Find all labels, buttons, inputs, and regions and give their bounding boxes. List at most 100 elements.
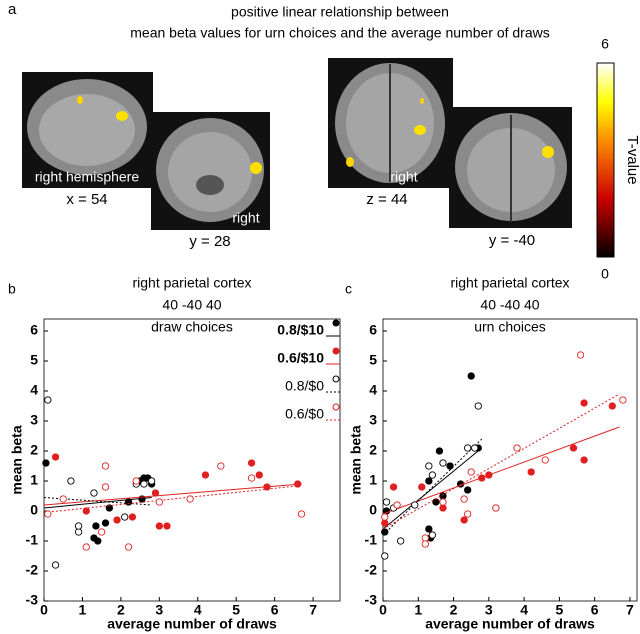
- x-tick-label: 5: [232, 602, 240, 618]
- data-point: [382, 498, 391, 506]
- x-tick-label: 1: [79, 602, 87, 618]
- chart-title: urn choices: [474, 319, 546, 335]
- data-point: [418, 483, 426, 491]
- y-tick-label: 3: [30, 412, 38, 428]
- y-tick-label: -1: [365, 532, 378, 548]
- data-point: [128, 513, 137, 521]
- chart-title: right parietal cortex: [132, 275, 251, 291]
- data-point: [478, 474, 486, 482]
- y-axis-label: mean beta: [9, 425, 25, 494]
- data-point: [421, 540, 429, 548]
- data-point: [247, 474, 256, 482]
- data-point: [124, 498, 133, 506]
- y-tick-label: 6: [30, 322, 38, 338]
- image-label: y = -40: [489, 232, 535, 249]
- y-tick-label: 2: [369, 442, 377, 458]
- x-axis-label: average number of draws: [425, 616, 595, 632]
- data-point: [147, 477, 156, 485]
- plot-area: [382, 318, 638, 602]
- image-label: right: [390, 169, 417, 185]
- y-tick-label: -2: [365, 562, 378, 578]
- data-point: [201, 471, 210, 479]
- x-tick-label: 1: [414, 602, 422, 618]
- y-tick-label: -2: [26, 562, 39, 578]
- panel-label: c: [345, 281, 352, 297]
- data-point: [155, 522, 163, 530]
- fit-line: [43, 485, 302, 513]
- data-point: [428, 531, 437, 539]
- data-point: [513, 444, 521, 452]
- data-point: [101, 462, 110, 470]
- brain-image: [449, 107, 572, 228]
- chart-title: 40 -40 40: [480, 297, 539, 313]
- data-point: [527, 468, 535, 476]
- data-point: [98, 528, 106, 536]
- data-point: [464, 444, 472, 452]
- data-point: [381, 552, 389, 560]
- data-point: [163, 522, 171, 530]
- x-tick-label: 0: [40, 602, 48, 618]
- colorbar-tick-label: 0: [601, 266, 609, 282]
- data-point: [82, 543, 90, 551]
- data-point: [460, 516, 468, 524]
- data-point: [411, 501, 419, 509]
- data-point: [393, 501, 401, 509]
- data-point: [247, 459, 256, 467]
- data-point: [67, 477, 75, 485]
- x-tick-label: 3: [155, 602, 163, 618]
- data-point: [435, 447, 444, 455]
- data-point: [151, 489, 160, 497]
- data-point: [492, 504, 500, 512]
- x-tick-label: 4: [194, 602, 202, 618]
- data-point: [381, 513, 389, 521]
- data-point: [132, 477, 140, 485]
- image-label: x = 54: [66, 191, 107, 208]
- y-tick-label: 6: [369, 322, 377, 338]
- figure-title: mean beta values for urn choices and the…: [130, 25, 549, 41]
- y-tick-label: -3: [365, 592, 378, 608]
- y-tick-label: 5: [30, 352, 38, 368]
- fit-line: [382, 438, 483, 536]
- fit-line: [43, 483, 302, 506]
- data-point: [44, 396, 52, 404]
- data-point: [124, 543, 133, 551]
- x-tick-label: 2: [450, 602, 458, 618]
- fit-line: [382, 393, 620, 530]
- y-tick-label: 4: [30, 382, 38, 398]
- x-tick-label: 7: [309, 602, 317, 618]
- data-point: [425, 525, 433, 533]
- legend-marker: [332, 347, 340, 355]
- legend-marker: [332, 375, 340, 383]
- data-point: [297, 510, 306, 518]
- data-point: [467, 372, 475, 380]
- data-point: [101, 519, 110, 527]
- x-tick-label: 0: [379, 602, 387, 618]
- colorbar: [596, 62, 615, 258]
- data-point: [439, 498, 447, 506]
- data-point: [51, 561, 60, 569]
- data-point: [90, 489, 98, 497]
- data-point: [485, 471, 493, 479]
- x-tick-label: 4: [520, 602, 528, 618]
- fit-line: [382, 426, 620, 515]
- data-point: [569, 444, 578, 452]
- data-point: [82, 507, 90, 515]
- panel-label: a: [8, 1, 17, 18]
- chart-title: right parietal cortex: [450, 275, 569, 291]
- data-point: [425, 462, 433, 470]
- x-tick-label: 2: [117, 602, 125, 618]
- panel-label: b: [8, 281, 16, 297]
- data-point: [576, 351, 585, 359]
- data-point: [51, 453, 60, 461]
- data-point: [464, 510, 472, 518]
- legend-label: 0.8/$0: [285, 378, 324, 394]
- y-tick-label: 3: [369, 412, 377, 428]
- data-point: [389, 483, 398, 491]
- data-point: [580, 456, 588, 464]
- y-tick-label: 4: [369, 382, 377, 398]
- data-point: [42, 459, 50, 467]
- data-point: [255, 471, 263, 479]
- data-point: [428, 471, 437, 479]
- y-tick-label: 2: [30, 442, 38, 458]
